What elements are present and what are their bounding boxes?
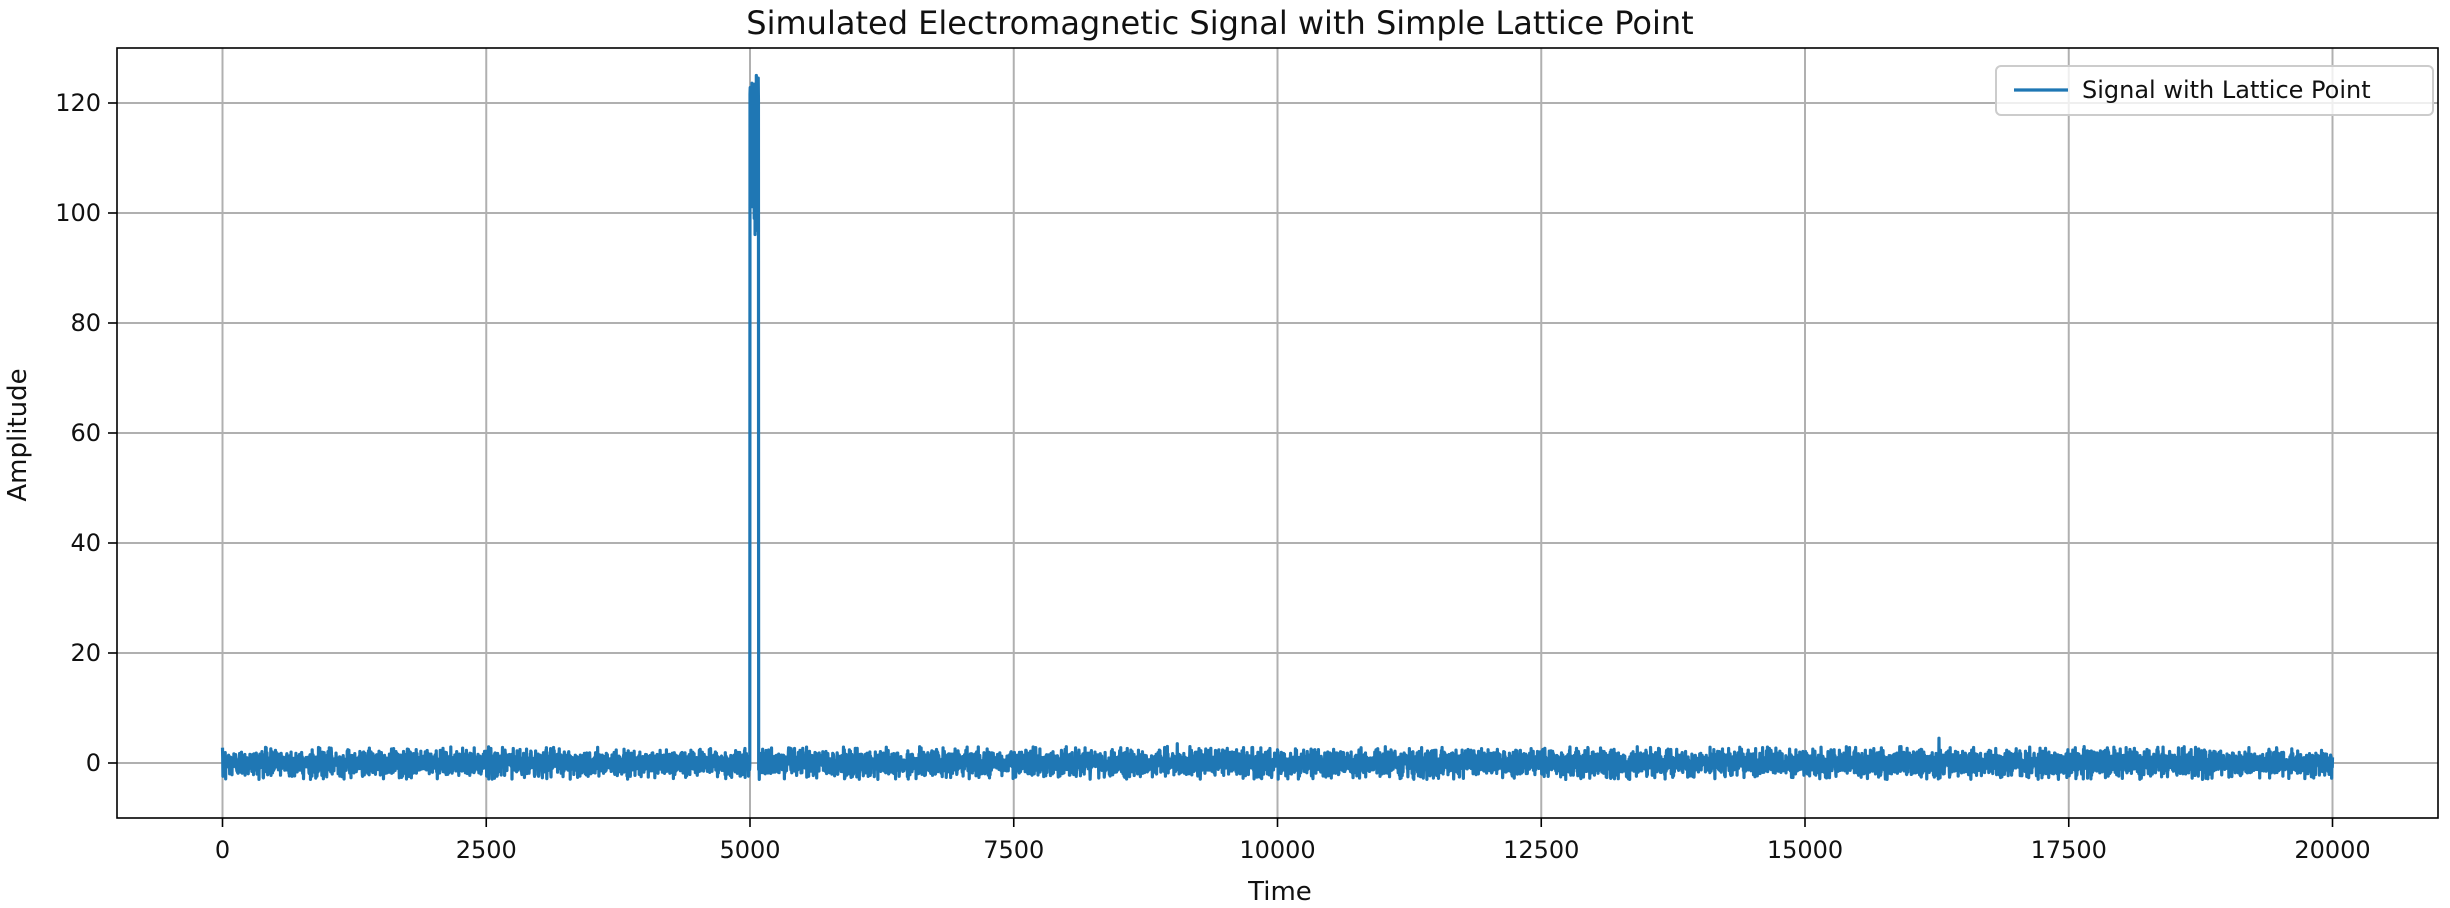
y-tick-label: 80 (70, 309, 101, 337)
legend: Signal with Lattice Point (1995, 65, 2434, 116)
x-tick-label: 10000 (1239, 836, 1315, 864)
y-tick-label: 100 (55, 199, 101, 227)
series-line (220, 73, 2335, 782)
series-layer (220, 73, 2335, 782)
y-axis-label: Amplitude (3, 368, 33, 501)
grid-lines (117, 48, 2438, 818)
y-tick-label: 40 (70, 529, 101, 557)
x-axis-ticks: 0 2500 5000 7500 10000 12500 15000 17500 20000 (215, 818, 2371, 864)
chart-title: Simulated Electromagnetic Signal with Si… (746, 4, 1693, 42)
x-tick-label: 15000 (1767, 836, 1843, 864)
y-axis-ticks: 0 20 40 60 80 100 120 (55, 89, 117, 777)
x-tick-label: 5000 (719, 836, 780, 864)
x-tick-label: 12500 (1503, 836, 1579, 864)
x-axis-label: Time (1247, 877, 1312, 907)
y-tick-label: 60 (70, 419, 101, 447)
y-tick-label: 20 (70, 639, 101, 667)
y-tick-label: 0 (86, 749, 101, 777)
legend-label: Signal with Lattice Point (2082, 76, 2371, 104)
x-tick-label: 17500 (2031, 836, 2107, 864)
legend-box (1995, 65, 2434, 116)
x-tick-label: 7500 (983, 836, 1044, 864)
x-tick-label: 20000 (2294, 836, 2370, 864)
y-tick-label: 120 (55, 89, 101, 117)
x-tick-label: 0 (215, 836, 230, 864)
x-tick-label: 2500 (456, 836, 517, 864)
